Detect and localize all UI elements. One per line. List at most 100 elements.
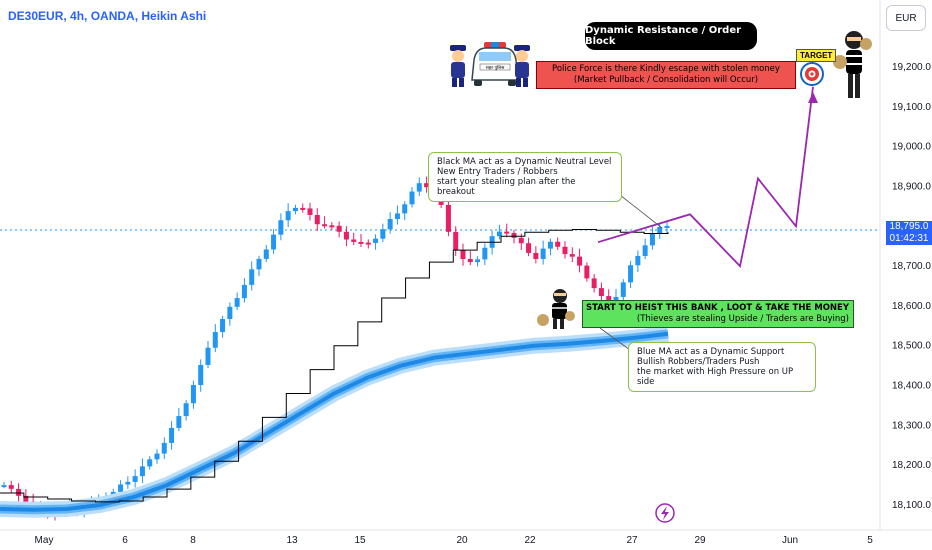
candle-body	[263, 249, 269, 259]
time-tick-label: 8	[190, 535, 196, 546]
projection-path	[597, 86, 814, 268]
candle-body	[380, 229, 386, 239]
candle-body	[220, 319, 226, 333]
bar-countdown: 01:42:31	[889, 233, 929, 244]
candle-body	[336, 225, 342, 232]
currency-button[interactable]: EUR	[886, 5, 926, 31]
black-ma-note: Black MA act as a Dynamic Neutral Level …	[428, 152, 622, 202]
candle-body	[657, 226, 663, 234]
candle-body	[394, 213, 400, 220]
blue-ma-line	[0, 331, 669, 512]
candle-body	[16, 488, 22, 496]
candle-body	[460, 250, 466, 259]
candle-body	[351, 239, 357, 242]
candle-body	[569, 254, 575, 257]
candle-body	[227, 306, 233, 320]
candle-body	[23, 495, 29, 502]
police-warning-line2: (Market Pullback / Consolidation will Oc…	[573, 75, 759, 85]
black-ma-line	[0, 228, 669, 503]
price-axis[interactable]: 18,100.0 18,200.0 18,300.0 18,400.0 18,500.0…	[892, 62, 931, 511]
candle-body	[285, 211, 291, 221]
candle-body	[1, 485, 7, 488]
candle-body	[526, 243, 532, 253]
time-tick-label: 29	[694, 535, 706, 546]
candle-body	[547, 241, 553, 249]
black-ma-note-line1: Black MA act as a Dynamic Neutral Level	[437, 157, 612, 167]
candle-body	[482, 247, 488, 260]
police-officer-right-icon	[514, 45, 530, 87]
robber-with-money-bags-icon	[833, 31, 872, 98]
price-tick-label: 19,200.0	[892, 62, 931, 73]
candle-body	[198, 364, 204, 386]
current-price-tag: 18,795.0 01:42:31	[886, 221, 932, 245]
price-tick-label: 18,200.0	[892, 460, 931, 471]
police-car-plate: शहर पुलिस	[486, 64, 505, 71]
time-tick-label: 13	[286, 535, 298, 546]
connector-blue-ma	[599, 327, 631, 351]
candle-body	[314, 214, 320, 225]
candle-body	[598, 288, 604, 297]
price-tick-label: 18,100.0	[892, 500, 931, 511]
police-warning-line1: Police Force is there Kindly escape with…	[552, 64, 780, 74]
candle-body	[591, 278, 597, 289]
candle-body	[620, 282, 626, 297]
candle-body	[504, 231, 510, 234]
candle-body	[606, 296, 612, 301]
price-tick-label: 18,400.0	[892, 381, 931, 392]
heist-entry-box: START TO HEIST THIS BANK , LOOT & TAKE T…	[582, 300, 854, 328]
price-tick-label: 19,000.0	[892, 142, 931, 153]
candle-body	[649, 233, 655, 246]
candle-body	[8, 485, 14, 489]
candle-body	[343, 231, 349, 240]
candle-body	[562, 246, 568, 255]
candle-body	[518, 237, 524, 244]
candle-body	[307, 208, 313, 215]
time-axis[interactable]: May 6 8 13 15 20 22 27 29 Jun 5	[35, 535, 874, 546]
candle-body	[365, 242, 371, 245]
current-price-value: 18,795.0	[889, 221, 929, 232]
time-tick-label: 22	[524, 535, 536, 546]
connector-black-ma	[619, 194, 663, 229]
price-tick-label: 18,600.0	[892, 301, 931, 312]
candle-body	[190, 385, 196, 404]
blue-ma-note-line3: the market with High Pressure on UP side	[637, 367, 794, 387]
candle-body	[424, 183, 430, 188]
candle-body	[402, 204, 408, 214]
police-warning-box: Police Force is there Kindly escape with…	[536, 61, 796, 89]
candle-body	[613, 296, 619, 301]
candle-body	[125, 481, 131, 485]
candle-body	[642, 245, 648, 256]
candle-body	[118, 484, 124, 492]
candle-body	[387, 219, 393, 230]
candle-body	[256, 258, 262, 270]
black-ma-note-line2: New Entry Traders / Robbers	[437, 167, 558, 177]
candle-body	[147, 459, 153, 467]
black-ma-note-line3: start your stealing plan after the break…	[437, 177, 576, 197]
candle-body	[453, 231, 459, 251]
target-label: TARGET	[796, 49, 837, 62]
candle-body	[533, 252, 539, 259]
candle-body	[628, 265, 634, 283]
candle-body	[664, 225, 670, 228]
candle-body	[555, 241, 561, 247]
candle-body	[212, 332, 218, 348]
target-icon	[800, 62, 824, 86]
resistance-label: Dynamic Resistance / Order Block	[585, 22, 757, 50]
time-tick-label: 6	[122, 535, 128, 546]
blue-ma-note-line2: Bullish Robbers/Traders Push	[637, 357, 760, 367]
heist-entry-line2: (Thieves are stealing Upside / Traders a…	[636, 314, 849, 324]
candle-body	[161, 442, 167, 454]
candle-body	[467, 258, 473, 263]
time-tick-label: May	[35, 535, 54, 546]
candle-body	[475, 259, 481, 263]
candle-body	[176, 416, 182, 428]
time-tick-label: 20	[456, 535, 468, 546]
candle-body	[169, 427, 175, 443]
candle-body	[271, 234, 277, 250]
candle-body	[205, 347, 211, 365]
candle-body	[329, 225, 335, 228]
candle-body	[183, 403, 189, 417]
time-tick-label: 15	[354, 535, 366, 546]
price-tick-label: 19,100.0	[892, 102, 931, 113]
candle-body	[373, 238, 379, 243]
